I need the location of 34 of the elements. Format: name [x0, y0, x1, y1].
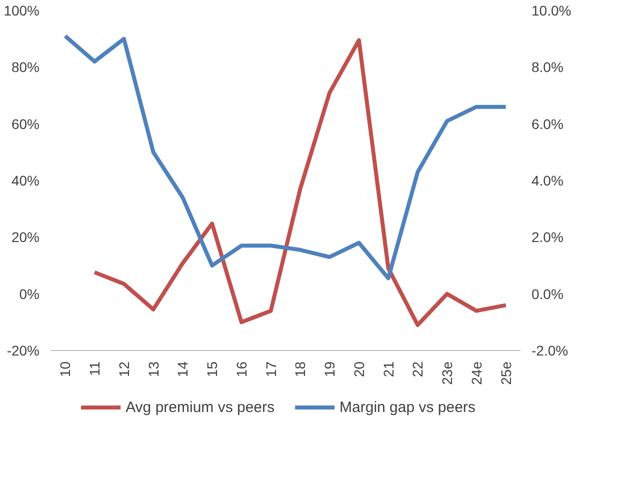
y-tick-label: 100%	[4, 2, 40, 18]
x-tick-label: 14	[174, 361, 191, 378]
x-tick-label: 19	[322, 361, 338, 378]
x-tick-label: 12	[116, 361, 132, 378]
y-tick-label: 0%	[19, 286, 40, 302]
x-tick-label: 22	[410, 361, 426, 378]
line-series	[63, 34, 508, 280]
y2-tick-label: 2.0%	[532, 229, 564, 246]
y2-tick-label: 6.0%	[532, 116, 564, 132]
x-tick-label: 13	[145, 361, 162, 378]
y2-tick-label: 4.0%	[532, 172, 564, 188]
legend-label: Margin gap vs peers	[340, 398, 476, 416]
x-tick-label: 16	[233, 361, 250, 378]
y2-tick-label: -2.0%	[532, 342, 568, 358]
x-tick-label: 21	[380, 361, 396, 378]
y-tick-label: 80%	[11, 59, 40, 76]
x-tick-label: 10	[57, 361, 74, 378]
x-tick-label: 20	[350, 361, 367, 378]
line-series	[92, 38, 508, 327]
x-tick-label: 23e	[439, 361, 456, 385]
x-tick-label: 25e	[498, 361, 514, 385]
y2-tick-label: 8.0%	[532, 59, 564, 76]
legend-label: Avg premium vs peers	[126, 398, 275, 416]
x-tick-label: 11	[86, 361, 103, 376]
x-tick-label: 17	[262, 361, 279, 378]
y-tick-label: 40%	[11, 172, 40, 188]
y2-tick-label: 0.0%	[532, 286, 564, 302]
y-tick-label: 60%	[11, 116, 40, 132]
x-tick-label: 18	[292, 361, 308, 378]
y-tick-label: -20%	[6, 342, 40, 358]
y-tick-label: 20%	[11, 229, 40, 246]
y2-tick-label: 10.0%	[532, 2, 572, 18]
x-tick-label: 15	[204, 361, 220, 378]
x-tick-label: 24e	[468, 361, 484, 385]
